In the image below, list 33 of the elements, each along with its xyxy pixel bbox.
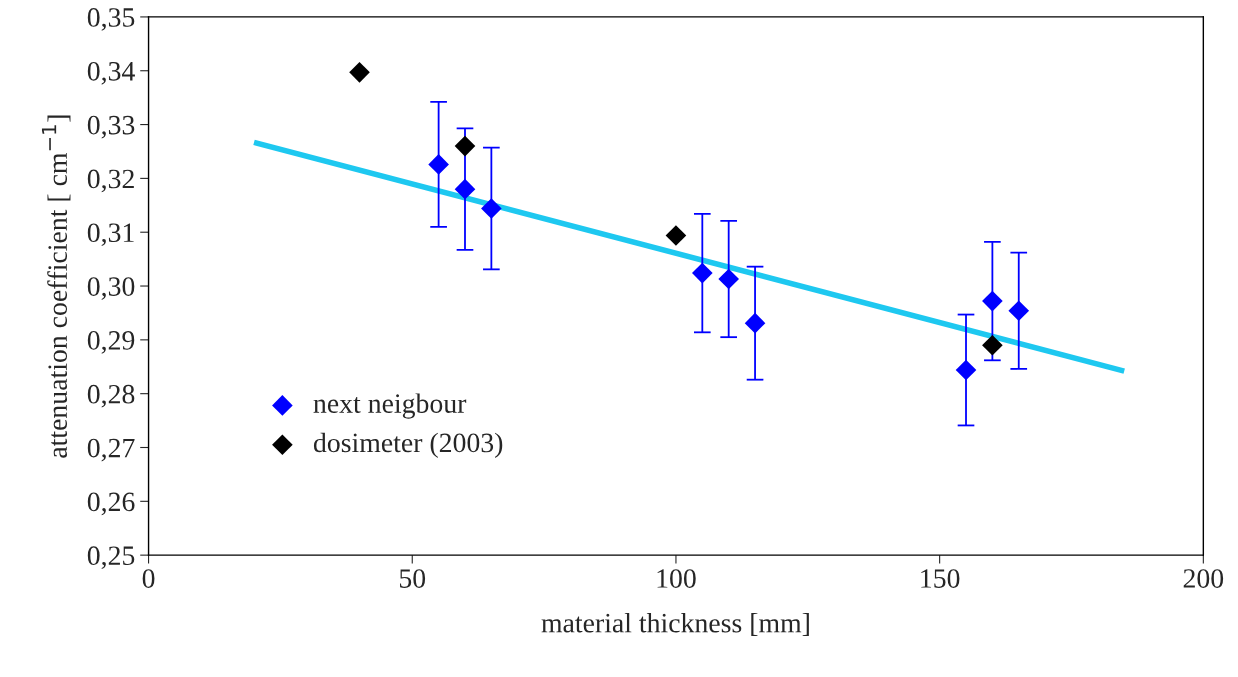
y-tick-label: 0,28 xyxy=(87,384,135,408)
point xyxy=(1008,300,1030,322)
point xyxy=(454,178,476,200)
point xyxy=(744,312,766,334)
point xyxy=(982,334,1003,356)
x-tick-label: 100 xyxy=(657,569,696,588)
y-tick-label: 0,30 xyxy=(87,277,135,300)
legend-label: dosimeter (2003) xyxy=(313,432,503,458)
y-tick-label: 0,26 xyxy=(87,492,135,516)
y-tick-label: 0,31 xyxy=(87,223,134,247)
y-tick-label: 0,35 xyxy=(87,8,135,31)
point xyxy=(692,262,713,284)
point xyxy=(428,154,449,175)
y-axis-title: attenuation coefficient [ cm$^{−1}$] xyxy=(41,115,71,458)
y-tick-label: 0,34 xyxy=(87,61,135,85)
y-tick-label: 0,27 xyxy=(87,438,135,462)
x-tick-label: 150 xyxy=(921,569,960,588)
y-tick-label: 0,29 xyxy=(87,331,135,354)
point xyxy=(955,359,977,381)
point xyxy=(982,290,1003,312)
point xyxy=(349,62,370,83)
x-axis-title: material thickness [mm] xyxy=(541,612,809,636)
x-tick-label: 0 xyxy=(142,569,155,588)
point xyxy=(481,198,502,219)
y-tick-label: 0,33 xyxy=(87,115,135,139)
x-tick-label: 50 xyxy=(399,569,426,588)
legend-label: next neigbour xyxy=(313,393,467,419)
y-tick-label: 0,25 xyxy=(87,546,135,570)
y-tick-label: 0,32 xyxy=(87,169,134,193)
point xyxy=(665,225,687,246)
point xyxy=(718,268,739,290)
point xyxy=(454,135,476,157)
x-tick-label: 200 xyxy=(1183,569,1224,588)
